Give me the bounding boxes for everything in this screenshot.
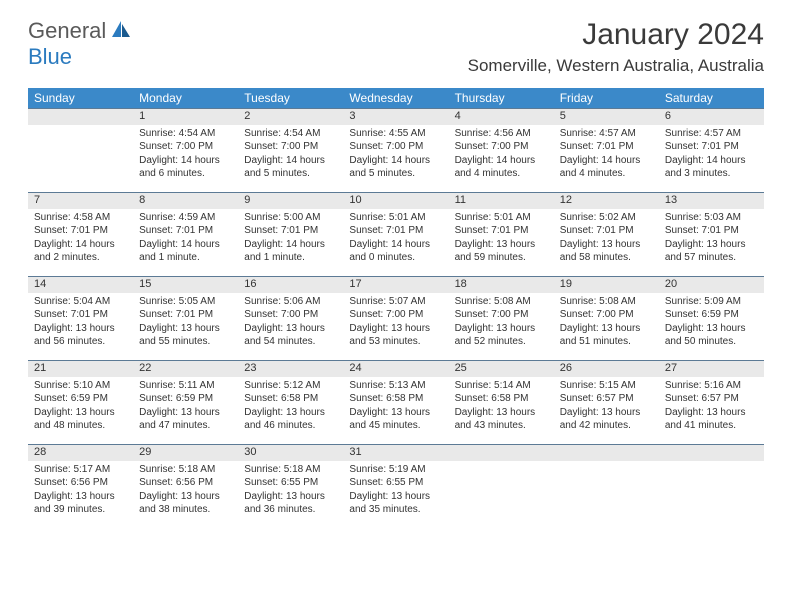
day-number: 17	[343, 277, 448, 293]
day-number: 4	[449, 109, 554, 125]
day-cell: Sunrise: 5:18 AMSunset: 6:55 PMDaylight:…	[238, 461, 343, 529]
day-cell: Sunrise: 4:54 AMSunset: 7:00 PMDaylight:…	[133, 125, 238, 193]
day-number: 8	[133, 193, 238, 209]
day-number: 7	[28, 193, 133, 209]
day-number: 23	[238, 361, 343, 377]
day-cell: Sunrise: 5:10 AMSunset: 6:59 PMDaylight:…	[28, 377, 133, 445]
day-number: 31	[343, 445, 448, 461]
day-cell: Sunrise: 5:07 AMSunset: 7:00 PMDaylight:…	[343, 293, 448, 361]
day-number: 21	[28, 361, 133, 377]
day-cell: Sunrise: 5:18 AMSunset: 6:56 PMDaylight:…	[133, 461, 238, 529]
day-cell: Sunrise: 5:01 AMSunset: 7:01 PMDaylight:…	[343, 209, 448, 277]
day-cell: Sunrise: 5:05 AMSunset: 7:01 PMDaylight:…	[133, 293, 238, 361]
day-number: 2	[238, 109, 343, 125]
day-number-row: 123456	[28, 109, 764, 125]
day-cell: Sunrise: 5:16 AMSunset: 6:57 PMDaylight:…	[659, 377, 764, 445]
weekday-header: Thursday	[449, 88, 554, 109]
day-cell: Sunrise: 5:09 AMSunset: 6:59 PMDaylight:…	[659, 293, 764, 361]
day-number: 28	[28, 445, 133, 461]
day-cell	[659, 461, 764, 529]
day-content-row: Sunrise: 5:17 AMSunset: 6:56 PMDaylight:…	[28, 461, 764, 529]
day-cell: Sunrise: 5:15 AMSunset: 6:57 PMDaylight:…	[554, 377, 659, 445]
day-number	[449, 445, 554, 461]
logo: General	[28, 18, 134, 44]
day-cell: Sunrise: 5:19 AMSunset: 6:55 PMDaylight:…	[343, 461, 448, 529]
day-cell: Sunrise: 4:56 AMSunset: 7:00 PMDaylight:…	[449, 125, 554, 193]
day-number-row: 28293031	[28, 445, 764, 461]
weekday-header-row: Sunday Monday Tuesday Wednesday Thursday…	[28, 88, 764, 109]
day-cell: Sunrise: 5:14 AMSunset: 6:58 PMDaylight:…	[449, 377, 554, 445]
day-number: 13	[659, 193, 764, 209]
day-number: 16	[238, 277, 343, 293]
day-cell	[28, 125, 133, 193]
day-number: 6	[659, 109, 764, 125]
day-cell: Sunrise: 5:01 AMSunset: 7:01 PMDaylight:…	[449, 209, 554, 277]
day-number: 9	[238, 193, 343, 209]
day-number-row: 78910111213	[28, 193, 764, 209]
weekday-header: Tuesday	[238, 88, 343, 109]
day-cell: Sunrise: 5:02 AMSunset: 7:01 PMDaylight:…	[554, 209, 659, 277]
day-cell: Sunrise: 4:54 AMSunset: 7:00 PMDaylight:…	[238, 125, 343, 193]
day-cell: Sunrise: 4:57 AMSunset: 7:01 PMDaylight:…	[554, 125, 659, 193]
day-number	[659, 445, 764, 461]
day-cell	[554, 461, 659, 529]
day-number	[28, 109, 133, 125]
day-number: 27	[659, 361, 764, 377]
weekday-header: Saturday	[659, 88, 764, 109]
day-cell: Sunrise: 5:17 AMSunset: 6:56 PMDaylight:…	[28, 461, 133, 529]
weekday-header: Friday	[554, 88, 659, 109]
day-number: 19	[554, 277, 659, 293]
day-cell: Sunrise: 5:12 AMSunset: 6:58 PMDaylight:…	[238, 377, 343, 445]
month-title: January 2024	[468, 18, 764, 52]
day-cell: Sunrise: 4:59 AMSunset: 7:01 PMDaylight:…	[133, 209, 238, 277]
day-number: 3	[343, 109, 448, 125]
day-content-row: Sunrise: 5:04 AMSunset: 7:01 PMDaylight:…	[28, 293, 764, 361]
day-number: 25	[449, 361, 554, 377]
day-cell: Sunrise: 5:11 AMSunset: 6:59 PMDaylight:…	[133, 377, 238, 445]
day-cell: Sunrise: 5:04 AMSunset: 7:01 PMDaylight:…	[28, 293, 133, 361]
sail-icon	[110, 19, 132, 44]
day-cell: Sunrise: 5:03 AMSunset: 7:01 PMDaylight:…	[659, 209, 764, 277]
day-number-row: 14151617181920	[28, 277, 764, 293]
day-number: 5	[554, 109, 659, 125]
header: General January 2024 Somerville, Western…	[0, 0, 792, 80]
day-number: 14	[28, 277, 133, 293]
day-number: 15	[133, 277, 238, 293]
day-number: 12	[554, 193, 659, 209]
day-number: 26	[554, 361, 659, 377]
day-number: 24	[343, 361, 448, 377]
day-number	[554, 445, 659, 461]
day-number: 18	[449, 277, 554, 293]
weekday-header: Sunday	[28, 88, 133, 109]
day-cell: Sunrise: 5:06 AMSunset: 7:00 PMDaylight:…	[238, 293, 343, 361]
day-cell: Sunrise: 5:08 AMSunset: 7:00 PMDaylight:…	[449, 293, 554, 361]
day-cell: Sunrise: 4:55 AMSunset: 7:00 PMDaylight:…	[343, 125, 448, 193]
day-content-row: Sunrise: 4:58 AMSunset: 7:01 PMDaylight:…	[28, 209, 764, 277]
title-block: January 2024 Somerville, Western Austral…	[468, 18, 764, 76]
day-cell: Sunrise: 4:57 AMSunset: 7:01 PMDaylight:…	[659, 125, 764, 193]
day-number: 22	[133, 361, 238, 377]
day-content-row: Sunrise: 5:10 AMSunset: 6:59 PMDaylight:…	[28, 377, 764, 445]
logo-word-2: Blue	[28, 44, 72, 69]
day-number: 30	[238, 445, 343, 461]
day-cell: Sunrise: 5:13 AMSunset: 6:58 PMDaylight:…	[343, 377, 448, 445]
location: Somerville, Western Australia, Australia	[468, 56, 764, 76]
calendar-table: Sunday Monday Tuesday Wednesday Thursday…	[28, 88, 764, 529]
logo-word-1: General	[28, 18, 106, 44]
day-cell: Sunrise: 5:00 AMSunset: 7:01 PMDaylight:…	[238, 209, 343, 277]
day-number: 11	[449, 193, 554, 209]
day-number: 20	[659, 277, 764, 293]
day-number: 1	[133, 109, 238, 125]
weekday-header: Wednesday	[343, 88, 448, 109]
day-cell	[449, 461, 554, 529]
day-content-row: Sunrise: 4:54 AMSunset: 7:00 PMDaylight:…	[28, 125, 764, 193]
day-number: 29	[133, 445, 238, 461]
day-cell: Sunrise: 4:58 AMSunset: 7:01 PMDaylight:…	[28, 209, 133, 277]
day-cell: Sunrise: 5:08 AMSunset: 7:00 PMDaylight:…	[554, 293, 659, 361]
weekday-header: Monday	[133, 88, 238, 109]
day-number-row: 21222324252627	[28, 361, 764, 377]
day-number: 10	[343, 193, 448, 209]
